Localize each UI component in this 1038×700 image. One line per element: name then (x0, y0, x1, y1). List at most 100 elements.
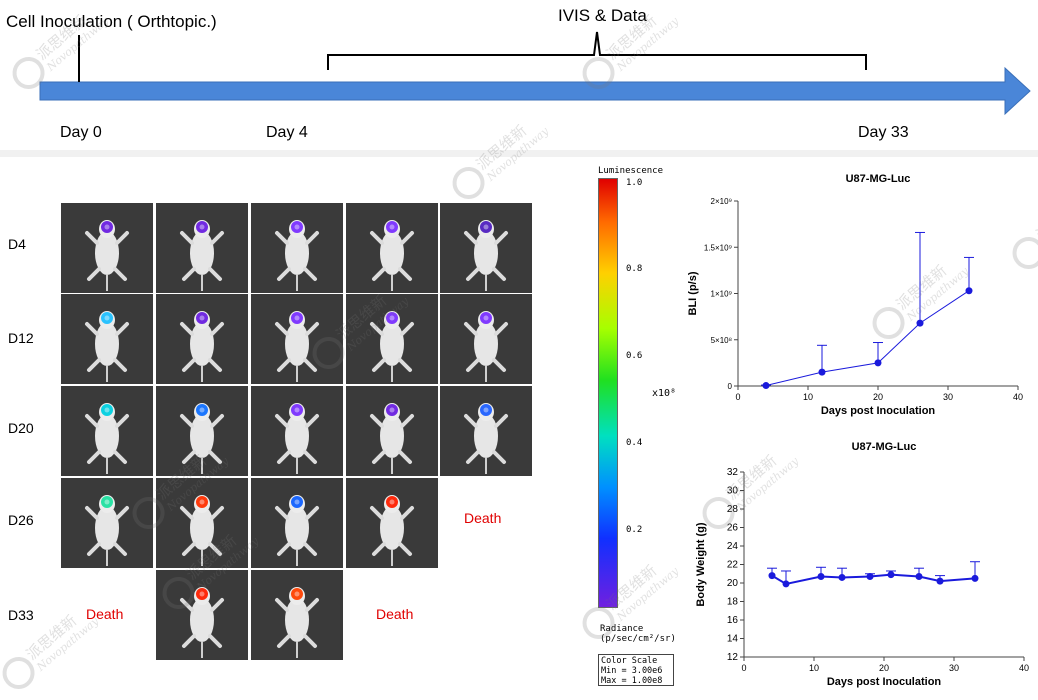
section-divider (0, 150, 1038, 157)
death-label: Death (464, 510, 501, 526)
data-point (819, 369, 826, 376)
mouse-bli-image (156, 478, 248, 568)
watermark-en: Novopathway (614, 564, 682, 624)
data-point (888, 571, 895, 578)
row-label-d4: D4 (8, 236, 26, 252)
body-weight-chart: U87-MG-Luc 12 14 16 18 20 22 24 26 28 30 32 0 10 20 30 4… (680, 432, 1030, 699)
data-point (937, 578, 944, 585)
mouse-bli-image (61, 478, 153, 568)
mouse-bli-image (156, 203, 248, 293)
y-tick-label: 20 (727, 578, 739, 589)
y-axis-label: Body Weight (g) (695, 522, 707, 606)
row-label-d26: D26 (8, 512, 34, 528)
data-point (763, 382, 770, 389)
colorbar-tick: 0.2 (626, 525, 642, 535)
chart-title: U87-MG-Luc (852, 441, 917, 453)
death-label: Death (376, 606, 413, 622)
bli-chart: U87-MG-Luc 0 5×10⁸ 1×10⁹ 1.5×10⁹ 2×10⁹ 0 10 20 30… (680, 160, 1030, 430)
x-axis-label: Days post Inoculation (821, 405, 936, 417)
y-tick-label: 0 (728, 382, 733, 391)
radiance-label: Radiance (600, 624, 643, 634)
mouse-bli-image (156, 294, 248, 384)
row-label-d33: D33 (8, 607, 34, 623)
mouse-bli-image (251, 203, 343, 293)
x-tick-label: 40 (1013, 392, 1023, 402)
data-point (867, 573, 874, 580)
mouse-bli-image (440, 386, 532, 476)
data-point (783, 580, 790, 587)
mouse-bli-image (251, 570, 343, 660)
luminescence-title: Luminescence (598, 166, 663, 176)
color-scale-box: Color Scale Min = 3.00e6 Max = 1.00e8 (598, 654, 674, 686)
luminescence-colorbar (598, 178, 618, 608)
row-label-d20: D20 (8, 420, 34, 436)
ivis-label: IVIS & Data (558, 6, 647, 26)
mouse-bli-image (346, 294, 438, 384)
x-tick-label: 10 (809, 663, 819, 673)
color-scale-min: Min = 3.00e6 (601, 666, 671, 676)
day-4-label: Day 4 (266, 124, 308, 142)
data-point (966, 287, 973, 294)
data-point (875, 359, 882, 366)
data-point (818, 573, 825, 580)
mouse-bli-image (346, 203, 438, 293)
mouse-bli-image (346, 386, 438, 476)
mouse-bli-image (251, 386, 343, 476)
color-scale-max: Max = 1.00e8 (601, 676, 671, 686)
mouse-bli-image (156, 386, 248, 476)
color-scale-title: Color Scale (601, 656, 671, 666)
radiance-units: (p/sec/cm²/sr) (600, 634, 676, 644)
y-tick-label: 24 (727, 541, 739, 552)
day-0-label: Day 0 (60, 124, 102, 142)
y-tick-label: 12 (727, 652, 739, 663)
data-point (916, 573, 923, 580)
mouse-bli-image (156, 570, 248, 660)
series-line (766, 291, 969, 386)
x-tick-label: 30 (943, 392, 953, 402)
data-point (839, 574, 846, 581)
y-tick-label: 5×10⁸ (711, 336, 732, 345)
data-point (769, 572, 776, 579)
y-tick-label: 2×10⁹ (711, 197, 732, 206)
y-tick-label: 14 (727, 634, 739, 645)
mouse-bli-image (440, 294, 532, 384)
watermark-en: Novopathway (34, 614, 102, 674)
mouse-bli-image (61, 294, 153, 384)
mouse-bli-image (61, 203, 153, 293)
x-tick-label: 20 (873, 392, 883, 402)
y-tick-label: 22 (727, 560, 739, 571)
x-tick-label: 0 (741, 663, 746, 673)
y-tick-label: 18 (727, 597, 739, 608)
colorbar-tick: 0.6 (626, 351, 642, 361)
x-tick-label: 0 (735, 392, 740, 402)
y-tick-label: 32 (727, 467, 739, 478)
death-label: Death (86, 606, 123, 622)
colorbar-multiplier: x10⁸ (652, 388, 676, 399)
x-tick-label: 10 (803, 392, 813, 402)
mouse-bli-image (251, 478, 343, 568)
watermark-cn: 派思维新 (1033, 191, 1038, 243)
mouse-bli-image (61, 386, 153, 476)
colorbar-tick: 1.0 (626, 178, 642, 188)
y-tick-label: 30 (727, 486, 739, 497)
day-33-label: Day 33 (858, 124, 909, 142)
y-tick-label: 26 (727, 523, 739, 534)
x-tick-label: 30 (949, 663, 959, 673)
y-tick-label: 1×10⁹ (711, 290, 732, 299)
colorbar-tick: 0.4 (626, 438, 642, 448)
timeline-arrow (40, 68, 1030, 114)
row-label-d12: D12 (8, 330, 34, 346)
ivis-bracket (328, 32, 866, 70)
y-tick-label: 1.5×10⁹ (704, 243, 732, 252)
data-point (917, 320, 924, 327)
x-tick-label: 20 (879, 663, 889, 673)
y-axis-label: BLI (p/s) (687, 271, 699, 315)
mouse-bli-image (251, 294, 343, 384)
y-tick-label: 16 (727, 615, 739, 626)
data-point (972, 575, 979, 582)
x-axis-label: Days post Inoculation (827, 676, 942, 688)
x-tick-label: 40 (1019, 663, 1029, 673)
mouse-bli-image (440, 203, 532, 293)
y-tick-label: 28 (727, 504, 739, 515)
